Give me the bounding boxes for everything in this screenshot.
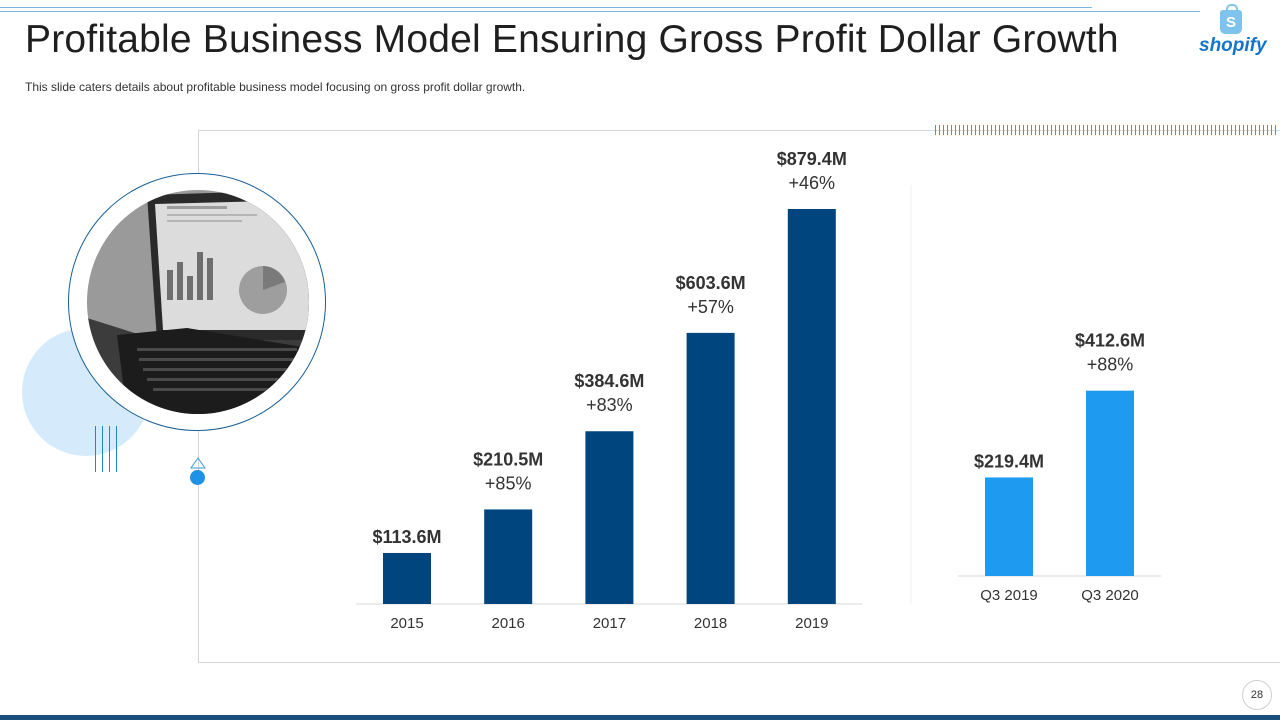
annual-growth-label: +85%	[485, 473, 532, 493]
quarterly-value-label: $219.4M	[974, 451, 1044, 471]
slide-subtitle: This slide caters details about profitab…	[25, 80, 526, 94]
annual-bar-2018	[686, 332, 735, 604]
top-rule	[0, 7, 1092, 8]
shopify-logo: S shopify	[1196, 4, 1268, 60]
annual-bar-2017	[585, 431, 634, 604]
shopping-bag-icon: S	[1220, 4, 1242, 34]
quarterly-growth-label: +88%	[1087, 355, 1134, 375]
annual-tick-label: 2019	[795, 615, 828, 632]
quarterly-tick-label: Q3 2020	[1081, 587, 1139, 604]
annual-value-label: $384.6M	[574, 371, 644, 391]
bottom-bar	[0, 715, 1280, 720]
slide-title: Profitable Business Model Ensuring Gross…	[25, 18, 1119, 61]
annual-tick-label: 2017	[593, 615, 626, 632]
triangle-icon	[190, 457, 206, 469]
logo-wordmark: shopify	[1199, 35, 1267, 56]
annual-bar-2015	[383, 552, 431, 604]
decorative-dot	[190, 470, 205, 485]
laptop-photo	[87, 190, 309, 414]
quarterly-bar-Q3 2019	[985, 477, 1033, 576]
annual-tick-label: 2016	[492, 615, 525, 632]
annual-growth-label: +83%	[586, 395, 633, 415]
annual-growth-label: +46%	[789, 173, 836, 193]
annual-bar-2019	[787, 209, 836, 604]
decorative-hatch	[935, 125, 1278, 135]
quarterly-tick-label: Q3 2019	[980, 587, 1038, 604]
annual-value-label: $210.5M	[473, 449, 543, 469]
annual-growth-label: +57%	[687, 297, 734, 317]
slide-number: 28	[1242, 680, 1272, 710]
annual-value-label: $113.6M	[372, 527, 441, 547]
annual-value-label: $603.6M	[676, 273, 746, 293]
quarterly-bar-Q3 2020	[1086, 390, 1134, 576]
annual-value-label: $879.4M	[777, 149, 847, 169]
annual-tick-label: 2018	[694, 615, 727, 632]
quarterly-value-label: $412.6M	[1075, 331, 1145, 351]
top-rule	[0, 11, 1200, 12]
decorative-lines	[95, 426, 125, 472]
annual-bar-2016	[484, 509, 533, 604]
laptop-photo-frame	[68, 173, 326, 431]
annual-tick-label: 2015	[390, 615, 423, 632]
